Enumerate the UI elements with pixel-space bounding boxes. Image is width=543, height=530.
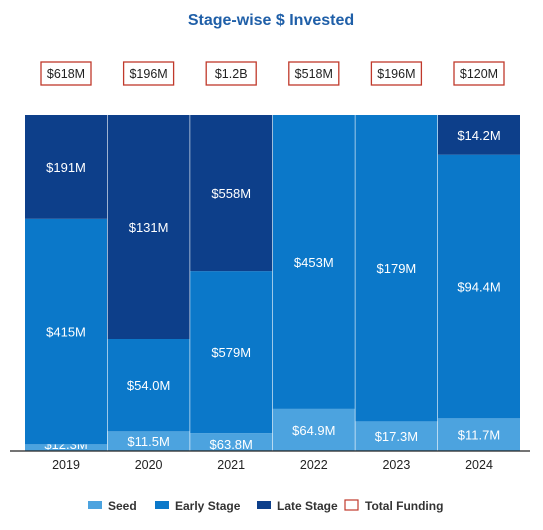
legend-label-early-stage: Early Stage [175, 499, 241, 513]
bar-segment-early-stage-2021 [190, 271, 273, 434]
x-tick-2022: 2022 [300, 458, 328, 472]
data-label-early-stage-2024: $94.4M [457, 279, 500, 294]
total-funding-label-2021: $1.2B [215, 67, 248, 81]
bar-segment-late-stage-2024 [438, 115, 520, 155]
legend-swatch-total-funding [344, 499, 359, 511]
total-funding-label-2020: $196M [129, 67, 167, 81]
data-label-seed-2024: $11.7M [458, 428, 500, 443]
x-tick-2023: 2023 [382, 458, 410, 472]
legend: Seed Early Stage Late Stage Total Funding [88, 499, 443, 513]
data-label-seed-2022: $64.9M [292, 423, 335, 438]
bar-segment-late-stage-2019 [25, 115, 107, 219]
bar-segment-seed-2021 [190, 433, 273, 451]
legend-label-seed: Seed [108, 499, 137, 513]
bar-segment-seed-2020 [107, 431, 190, 451]
data-label-seed-2021: $63.8M [210, 437, 253, 452]
bar-segment-seed-2019 [25, 444, 107, 451]
total-funding-box-2021 [205, 61, 257, 86]
chart-title: Stage-wise $ Invested [188, 12, 354, 29]
bar-segment-seed-2023 [355, 421, 438, 451]
total-funding-labels: $618M $196M $1.2B $518M $196M $120M [40, 61, 505, 86]
bar-segment-seed-2024 [438, 418, 520, 451]
data-label-early-stage-2020: $54.0M [127, 378, 170, 393]
total-funding-box-2022 [288, 61, 340, 86]
x-tick-2021: 2021 [217, 458, 245, 472]
total-funding-box-2024 [453, 61, 505, 86]
data-label-early-stage-2022: $453M [294, 255, 334, 270]
x-axis-ticks: 2019 2020 2021 2022 2023 2024 [52, 458, 493, 472]
bars: $12.3M$415M$191M$11.5M$54.0M$131M$63.8M$… [25, 115, 520, 452]
total-funding-label-2022: $518M [295, 67, 333, 81]
x-tick-2024: 2024 [465, 458, 493, 472]
total-funding-label-2023: $196M [377, 67, 415, 81]
x-tick-2020: 2020 [135, 458, 163, 472]
data-label-late-stage-2019: $191M [46, 160, 86, 175]
legend-swatch-seed [88, 501, 102, 509]
data-label-late-stage-2020: $131M [129, 220, 169, 235]
data-label-seed-2023: $17.3M [375, 429, 418, 444]
data-label-seed-2020: $11.5M [127, 434, 169, 449]
bar-segment-early-stage-2023 [355, 115, 438, 422]
bar-segment-early-stage-2022 [272, 115, 355, 409]
data-label-early-stage-2021: $579M [211, 345, 251, 360]
data-label-early-stage-2023: $179M [377, 261, 417, 276]
legend-swatch-early-stage [155, 501, 169, 509]
bar-segment-early-stage-2024 [438, 154, 520, 419]
data-label-early-stage-2019: $415M [46, 325, 86, 340]
legend-label-total-funding: Total Funding [365, 499, 443, 513]
total-funding-label-2019: $618M [47, 67, 85, 81]
data-label-late-stage-2021: $558M [211, 186, 251, 201]
legend-swatch-late-stage [257, 501, 271, 509]
bar-segment-early-stage-2020 [107, 339, 190, 432]
total-funding-box-2019 [40, 61, 92, 86]
bar-segment-early-stage-2019 [25, 218, 107, 445]
total-funding-box-2020 [122, 61, 175, 86]
bar-segment-late-stage-2021 [190, 115, 273, 272]
data-label-late-stage-2024: $14.2M [457, 128, 500, 143]
legend-label-late-stage: Late Stage [277, 499, 338, 513]
total-funding-label-2024: $120M [460, 67, 498, 81]
bar-segment-seed-2022 [272, 408, 355, 451]
total-funding-box-2023 [370, 61, 423, 86]
bar-segment-late-stage-2020 [107, 115, 190, 339]
x-tick-2019: 2019 [52, 458, 80, 472]
